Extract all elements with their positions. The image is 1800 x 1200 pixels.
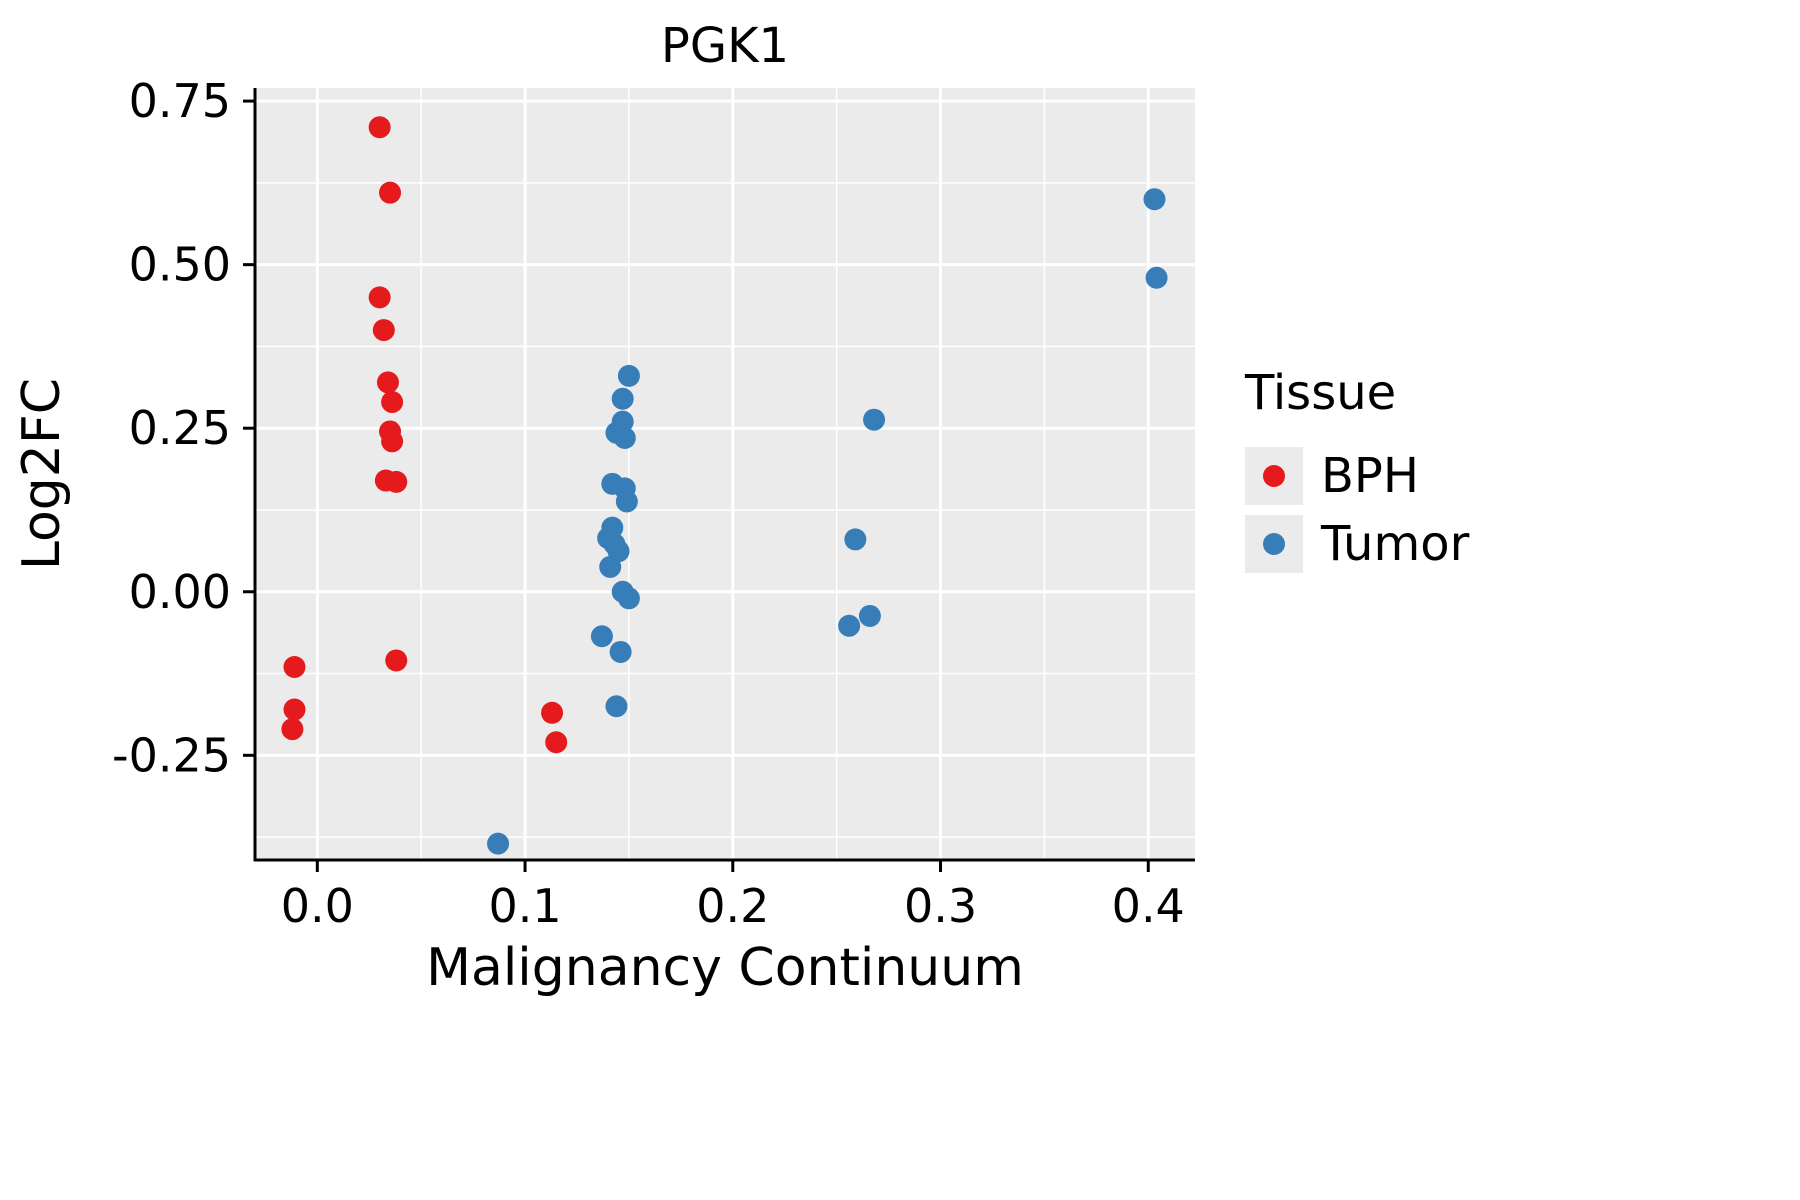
data-point-tumor [487,832,510,855]
legend-label: Tumor [1321,516,1470,572]
data-point-bph [376,371,399,394]
y-tick-label: 0.25 [129,401,231,455]
legend-dot-icon [1263,533,1285,555]
data-point-bph [283,656,306,678]
data-point-tumor [1143,188,1166,211]
plot-panel [255,88,1195,860]
legend-key [1245,515,1303,573]
data-point-tumor [863,408,886,431]
data-point-bph [372,319,395,342]
x-axis-title: Malignancy Continuum [426,938,1024,998]
data-point-bph [545,731,568,754]
data-point-tumor [844,528,867,551]
y-tick-label: 0.75 [129,74,231,128]
data-point-bph [541,701,564,724]
data-point-bph [379,181,402,204]
data-point-tumor [1145,266,1168,289]
data-point-tumor [613,427,636,450]
data-point-bph [381,430,404,453]
legend-entry-bph: BPH [1245,447,1469,505]
y-tick-label: 0.50 [129,238,231,292]
x-tick-label: 0.2 [696,879,769,933]
data-point-tumor [611,387,634,410]
data-point-tumor [858,604,881,627]
legend: Tissue BPH Tumor [1245,365,1469,583]
legend-title: Tissue [1245,365,1397,421]
data-point-bph [368,116,391,139]
data-point-tumor [615,490,638,513]
x-tick-label: 0.1 [488,879,561,933]
legend-entries: BPH Tumor [1245,447,1469,573]
y-tick-label: 0.00 [129,565,231,619]
plot-title: PGK1 [660,18,790,74]
data-point-tumor [590,625,613,648]
x-tick-label: 0.0 [281,879,354,933]
data-point-tumor [605,695,628,718]
legend-dot-icon [1263,465,1285,487]
legend-key [1245,447,1303,505]
x-tick-label: 0.4 [1112,879,1185,933]
legend-entry-tumor: Tumor [1245,515,1469,573]
data-point-tumor [609,640,632,663]
data-point-bph [368,286,391,309]
y-axis-title: Log2FC [12,377,72,571]
data-point-tumor [617,587,640,610]
data-point-bph [381,391,404,414]
data-point-tumor [617,364,640,387]
data-point-bph [281,718,304,741]
legend-label: BPH [1321,448,1419,504]
y-tick-label: -0.25 [112,728,231,782]
data-point-bph [283,698,306,721]
data-point-bph [385,470,408,493]
data-point-bph [385,649,408,672]
data-point-tumor [838,614,861,637]
data-point-tumor [599,555,622,578]
x-tick-label: 0.3 [904,879,977,933]
